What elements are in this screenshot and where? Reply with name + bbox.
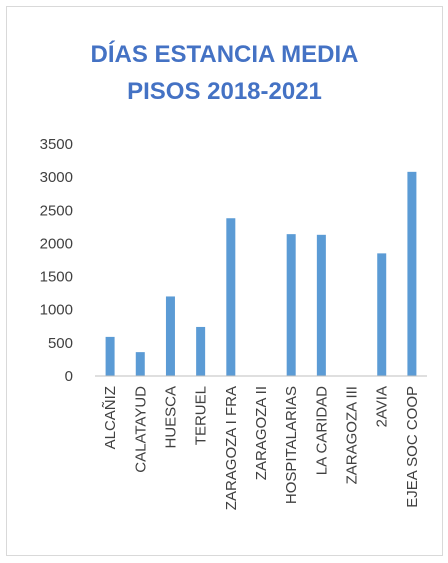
y-tick-label: 3500 bbox=[40, 136, 73, 153]
y-tick-label: 0 bbox=[65, 368, 73, 385]
y-tick-label: 2000 bbox=[40, 235, 73, 252]
bar bbox=[407, 171, 417, 376]
bar bbox=[135, 352, 145, 376]
y-axis-ticks: 0 500 1000 1500 2000 2500 3000 3500 bbox=[40, 136, 73, 385]
y-tick-label: 500 bbox=[48, 335, 73, 352]
x-category-label: ALCAÑIZ bbox=[102, 386, 119, 449]
y-tick-label: 3000 bbox=[40, 169, 73, 186]
x-category-label: ZARAGOZA III bbox=[344, 386, 361, 484]
chart-title: DÍAS ESTANCIA MEDIA PISOS 2018-2021 bbox=[6, 36, 443, 110]
y-tick-label: 1000 bbox=[40, 302, 73, 319]
y-tick-label: 2500 bbox=[40, 202, 73, 219]
bar bbox=[226, 218, 236, 376]
x-category-label: HOSPITALARIAS bbox=[283, 386, 300, 504]
chart-title-line-2: PISOS 2018-2021 bbox=[127, 78, 322, 105]
bar bbox=[105, 336, 115, 376]
chart-title-line-1: DÍAS ESTANCIA MEDIA bbox=[90, 41, 359, 68]
x-axis-categories: ALCAÑIZ CALATAYUD HUESCA TERUEL ZARAGOZA I F… bbox=[102, 386, 421, 510]
x-category-label: 2AVIA bbox=[374, 386, 391, 427]
x-category-label: HUESCA bbox=[162, 386, 179, 449]
x-category-label: ZARAGOZA I FRA bbox=[223, 386, 240, 510]
bar bbox=[286, 234, 296, 376]
bar bbox=[316, 234, 326, 376]
bar bbox=[165, 296, 175, 376]
bar bbox=[196, 326, 206, 376]
chart-frame bbox=[6, 6, 443, 556]
x-category-label: TERUEL bbox=[193, 386, 210, 445]
bar bbox=[377, 253, 387, 376]
x-category-label: CALATAYUD bbox=[132, 386, 149, 473]
bars bbox=[105, 171, 417, 376]
x-category-label: ZARAGOZA II bbox=[253, 386, 270, 480]
x-category-label: EJEA SOC COOP bbox=[404, 386, 421, 508]
x-category-label: LA CARIDAD bbox=[313, 386, 330, 475]
y-tick-label: 1500 bbox=[40, 269, 73, 286]
